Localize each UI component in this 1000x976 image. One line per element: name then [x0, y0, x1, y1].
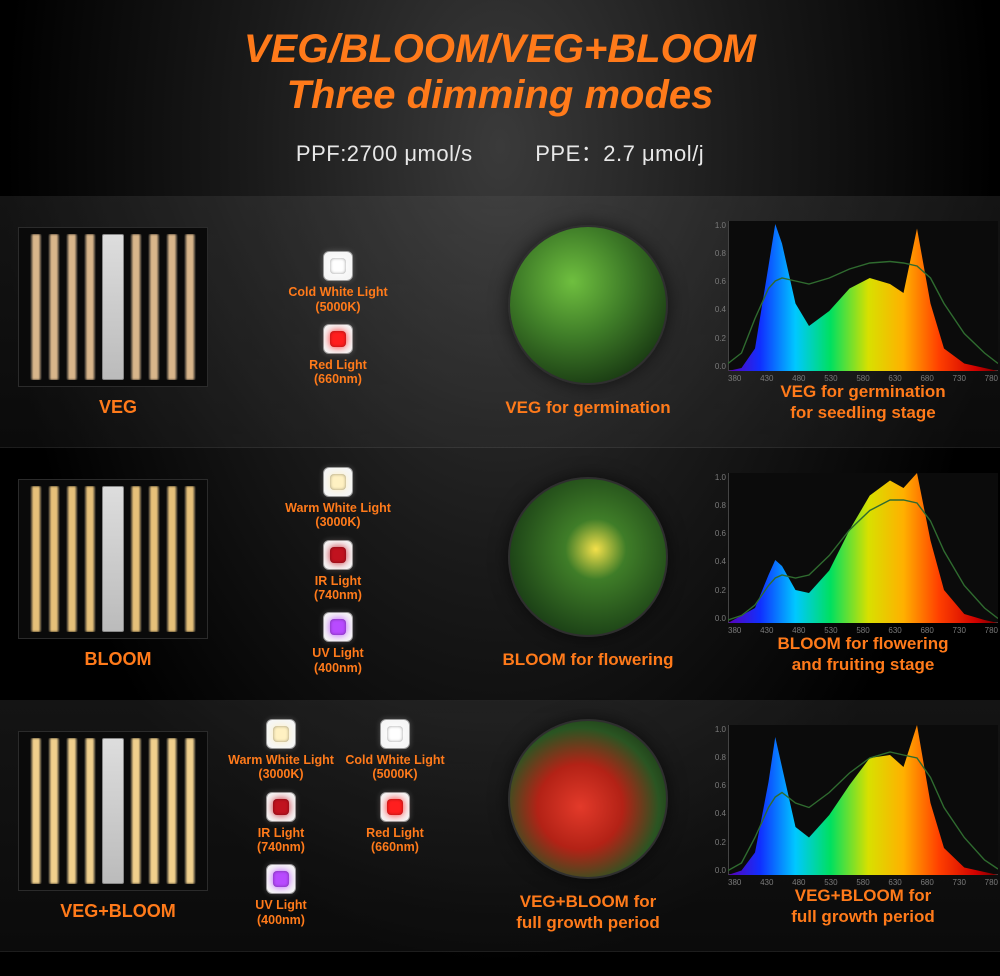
plant-bloom: BLOOM for flowering [458, 477, 718, 670]
chip-icon [323, 612, 353, 642]
chip-icon [323, 251, 353, 281]
axis-x: 380430480530580630680730780 [728, 878, 998, 887]
chip-label: Warm White Light(3000K) [285, 501, 391, 530]
axis-y: 1.00.80.60.40.20.0 [708, 221, 726, 371]
axis-x: 380430480530580630680730780 [728, 374, 998, 383]
led-chip-uv_400: UV Light(400nm) [255, 864, 306, 933]
row-veg: VEG Cold White Light(5000K) Red Light(66… [0, 196, 1000, 448]
chart-label-veg: VEG for germination for seedling stage [728, 381, 998, 424]
chips-bloom: Warm White Light(3000K) IR Light(740nm) … [228, 467, 448, 681]
fixture-bloom: BLOOM [18, 479, 218, 670]
chip-icon [266, 719, 296, 749]
row-vegbloom: VEG+BLOOM Warm White Light(3000K) Cold W… [0, 700, 1000, 952]
chart-label-bloom: BLOOM for flowering and fruiting stage [728, 633, 998, 676]
led-chip-ir_740: IR Light(740nm) [314, 540, 362, 609]
plant-image-seedling [508, 225, 668, 385]
chip-icon [323, 467, 353, 497]
fixture-label-veg: VEG [18, 397, 218, 418]
fixture-label-bloom: BLOOM [18, 649, 218, 670]
chart-label-vegbloom: VEG+BLOOM for full growth period [728, 885, 998, 928]
chip-label: Cold White Light(5000K) [288, 285, 387, 314]
led-chip-warm_white: Warm White Light(3000K) [285, 467, 391, 536]
plant-vegbloom: VEG+BLOOM for full growth period [458, 719, 718, 934]
spectrum-veg: 1.00.80.60.40.20.0 380430480530580630680… [728, 221, 998, 424]
chip-label: Red Light(660nm) [309, 358, 367, 387]
chip-label: UV Light(400nm) [255, 898, 306, 927]
chip-icon [323, 540, 353, 570]
spectrum-bloom: 1.00.80.60.40.20.0 380430480530580630680… [728, 473, 998, 676]
led-chip-red_660: Red Light(660nm) [366, 792, 424, 861]
row-bloom: BLOOM Warm White Light(3000K) IR Light(7… [0, 448, 1000, 700]
fixture-vegbloom: VEG+BLOOM [18, 731, 218, 922]
chip-label: UV Light(400nm) [312, 646, 363, 675]
chip-icon [266, 792, 296, 822]
plant-veg: VEG for germination [458, 225, 718, 418]
fixture-veg: VEG [18, 227, 218, 418]
chips-veg: Cold White Light(5000K) Red Light(660nm) [228, 251, 448, 393]
led-chip-ir_740: IR Light(740nm) [257, 792, 305, 861]
led-chip-cold_white: Cold White Light(5000K) [345, 719, 444, 788]
led-chip-uv_400: UV Light(400nm) [312, 612, 363, 681]
chip-label: IR Light(740nm) [257, 826, 305, 855]
title-line-2: Three dimming modes [0, 72, 1000, 118]
chip-label: Red Light(660nm) [366, 826, 424, 855]
plant-label-veg: VEG for germination [458, 397, 718, 418]
chips-vegbloom: Warm White Light(3000K) Cold White Light… [228, 719, 448, 933]
spec-ppf: PPF:2700 μmol/s [296, 141, 473, 166]
spec-ppe: PPE：2.7 μmol/j [535, 141, 704, 166]
plant-image-fruit [508, 719, 668, 879]
plant-label-vegbloom: VEG+BLOOM for full growth period [458, 891, 718, 934]
spectrum-vegbloom: 1.00.80.60.40.20.0 380430480530580630680… [728, 725, 998, 928]
axis-y: 1.00.80.60.40.20.0 [708, 725, 726, 875]
led-chip-warm_white: Warm White Light(3000K) [228, 719, 334, 788]
plant-image-flower [508, 477, 668, 637]
led-chip-red_660: Red Light(660nm) [309, 324, 367, 393]
chip-icon [323, 324, 353, 354]
chip-icon [380, 792, 410, 822]
chip-label: Warm White Light(3000K) [228, 753, 334, 782]
fixture-label-vegbloom: VEG+BLOOM [18, 901, 218, 922]
plant-label-bloom: BLOOM for flowering [458, 649, 718, 670]
specs: PPF:2700 μmol/s PPE：2.7 μmol/j [0, 136, 1000, 168]
axis-x: 380430480530580630680730780 [728, 626, 998, 635]
chip-icon [266, 864, 296, 894]
chip-icon [380, 719, 410, 749]
chip-label: Cold White Light(5000K) [345, 753, 444, 782]
chip-label: IR Light(740nm) [314, 574, 362, 603]
title-line-1: VEG/BLOOM/VEG+BLOOM [0, 26, 1000, 72]
axis-y: 1.00.80.60.40.20.0 [708, 473, 726, 623]
title: VEG/BLOOM/VEG+BLOOM Three dimming modes [0, 26, 1000, 118]
mode-rows: VEG Cold White Light(5000K) Red Light(66… [0, 196, 1000, 952]
header: VEG/BLOOM/VEG+BLOOM Three dimming modes … [0, 0, 1000, 168]
led-chip-cold_white: Cold White Light(5000K) [288, 251, 387, 320]
